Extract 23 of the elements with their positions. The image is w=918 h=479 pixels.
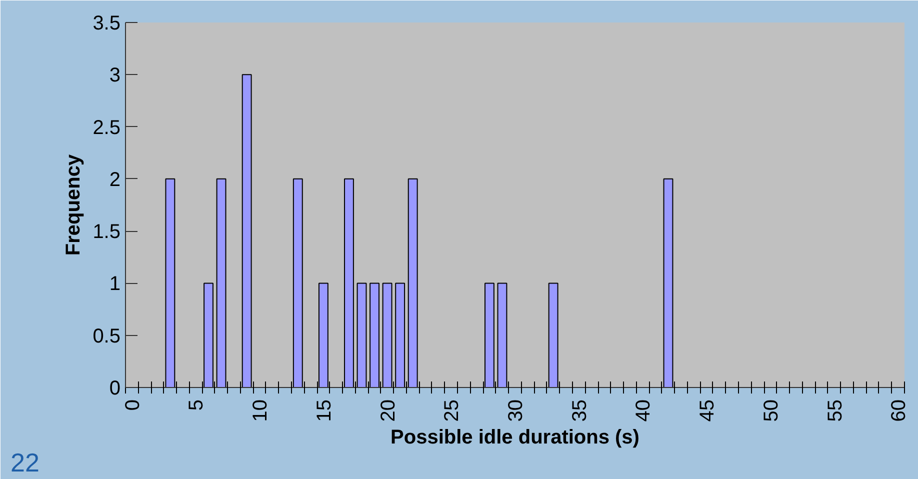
x-tick-label: 50 (760, 399, 782, 422)
y-tick-label: 3 (109, 64, 120, 87)
y-tick-label: 3.5 (92, 12, 121, 34)
y-tick-label: 0.5 (92, 325, 121, 348)
y-tick-label: 1 (109, 273, 120, 296)
x-tick-label: 35 (568, 399, 591, 422)
y-tick-label: 2 (109, 168, 120, 191)
x-tick-label: 60 (888, 399, 910, 422)
x-tick-label: 10 (250, 399, 272, 422)
x-tick-label: 20 (377, 399, 400, 422)
y-tick-label: 1.5 (92, 221, 121, 244)
x-tick-label: 40 (632, 399, 655, 422)
x-axis-title: Possible idle durations (s) (390, 426, 640, 449)
x-tick-label: 5 (186, 400, 208, 411)
y-axis-title: Frequency (62, 154, 85, 256)
x-tick-label: 55 (824, 399, 846, 422)
y-tick-label: 2.5 (92, 116, 121, 139)
x-tick-label: 15 (313, 399, 336, 422)
text: 22 (10, 448, 40, 478)
x-tick-label: 0 (122, 400, 144, 411)
x-tick-label: 30 (505, 399, 527, 422)
x-tick-label: 45 (696, 399, 719, 422)
x-tick-label: 25 (441, 399, 464, 422)
